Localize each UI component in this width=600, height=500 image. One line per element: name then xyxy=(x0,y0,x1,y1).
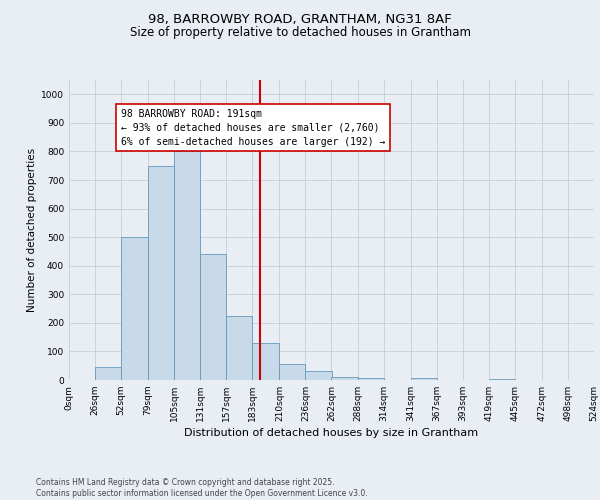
Bar xyxy=(280,364,305,380)
Bar xyxy=(226,316,253,380)
Bar xyxy=(489,378,515,380)
Bar xyxy=(121,237,148,380)
Bar xyxy=(95,367,121,380)
Text: 98 BARROWBY ROAD: 191sqm
← 93% of detached houses are smaller (2,760)
6% of semi: 98 BARROWBY ROAD: 191sqm ← 93% of detach… xyxy=(121,108,385,146)
Bar xyxy=(410,378,437,380)
Bar xyxy=(174,152,200,380)
Bar xyxy=(331,377,358,380)
Text: Size of property relative to detached houses in Grantham: Size of property relative to detached ho… xyxy=(130,26,470,39)
Bar xyxy=(358,378,383,380)
X-axis label: Distribution of detached houses by size in Grantham: Distribution of detached houses by size … xyxy=(184,428,479,438)
Bar xyxy=(148,166,174,380)
Bar xyxy=(305,372,331,380)
Y-axis label: Number of detached properties: Number of detached properties xyxy=(27,148,37,312)
Text: 98, BARROWBY ROAD, GRANTHAM, NG31 8AF: 98, BARROWBY ROAD, GRANTHAM, NG31 8AF xyxy=(148,12,452,26)
Bar xyxy=(253,343,280,380)
Bar xyxy=(200,254,226,380)
Text: Contains HM Land Registry data © Crown copyright and database right 2025.
Contai: Contains HM Land Registry data © Crown c… xyxy=(36,478,368,498)
